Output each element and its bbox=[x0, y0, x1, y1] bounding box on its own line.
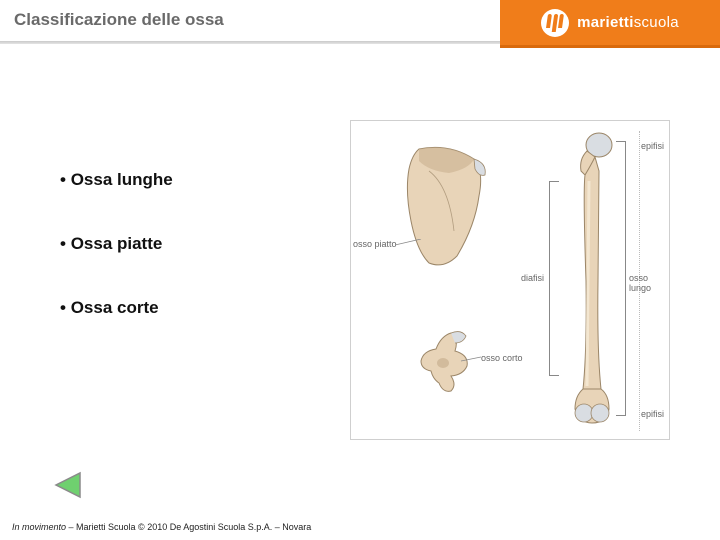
footer-text: In movimento – Marietti Scuola © 2010 De… bbox=[12, 522, 311, 532]
brand-bold: marietti bbox=[577, 14, 634, 31]
prev-slide-button[interactable] bbox=[50, 470, 84, 505]
brand-badge: mariettiscuola bbox=[500, 0, 720, 48]
leader-line-corto bbox=[461, 353, 483, 363]
anatomy-figure: osso piatto osso corto epifisi diafisi o… bbox=[350, 120, 670, 440]
leader-line-piatto bbox=[395, 239, 425, 253]
arrow-left-icon bbox=[50, 470, 84, 500]
label-osso-corto: osso corto bbox=[481, 353, 523, 363]
label-epifisi-top: epifisi bbox=[641, 141, 664, 151]
label-osso-piatto: osso piatto bbox=[353, 239, 397, 249]
header-left: Classificazione delle ossa bbox=[0, 0, 500, 48]
brand-logo-icon bbox=[541, 9, 569, 37]
femur-illustration bbox=[569, 131, 615, 426]
brand-light: scuola bbox=[634, 14, 679, 31]
label-diafisi: diafisi bbox=[521, 273, 544, 283]
header-bar: Classificazione delle ossa mariettiscuol… bbox=[0, 0, 720, 48]
bracket-diafisi bbox=[549, 181, 559, 376]
bullet-list-region: Ossa lunghe Ossa piatte Ossa corte bbox=[60, 170, 173, 362]
bracket-osso-lungo bbox=[616, 141, 626, 416]
bullet-item-3: Ossa corte bbox=[60, 298, 173, 318]
bullet-item-2: Ossa piatte bbox=[60, 234, 173, 254]
label-epifisi-bottom: epifisi bbox=[641, 409, 664, 419]
bullet-list: Ossa lunghe Ossa piatte Ossa corte bbox=[60, 170, 173, 318]
slide-title: Classificazione delle ossa bbox=[14, 10, 486, 30]
label-osso-lungo: osso lungo bbox=[629, 273, 669, 293]
footer-rest: – Marietti Scuola © 2010 De Agostini Scu… bbox=[66, 522, 311, 532]
title-underline bbox=[0, 41, 500, 44]
footer-italic: In movimento bbox=[12, 522, 66, 532]
brand-text: mariettiscuola bbox=[577, 14, 679, 31]
bullet-item-1: Ossa lunghe bbox=[60, 170, 173, 190]
